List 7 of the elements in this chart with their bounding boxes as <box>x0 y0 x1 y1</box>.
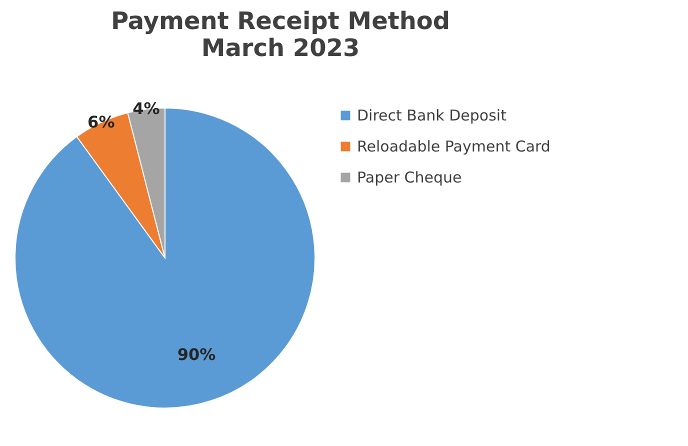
legend-label: Reloadable Payment Card <box>357 138 550 156</box>
data-label: 90% <box>177 345 216 364</box>
legend-label: Paper Cheque <box>357 168 462 186</box>
data-label: 4% <box>132 99 160 118</box>
chart-title: Payment Receipt Method <box>110 7 450 36</box>
legend-label: Direct Bank Deposit <box>357 106 507 124</box>
chart-subtitle: March 2023 <box>201 34 360 62</box>
